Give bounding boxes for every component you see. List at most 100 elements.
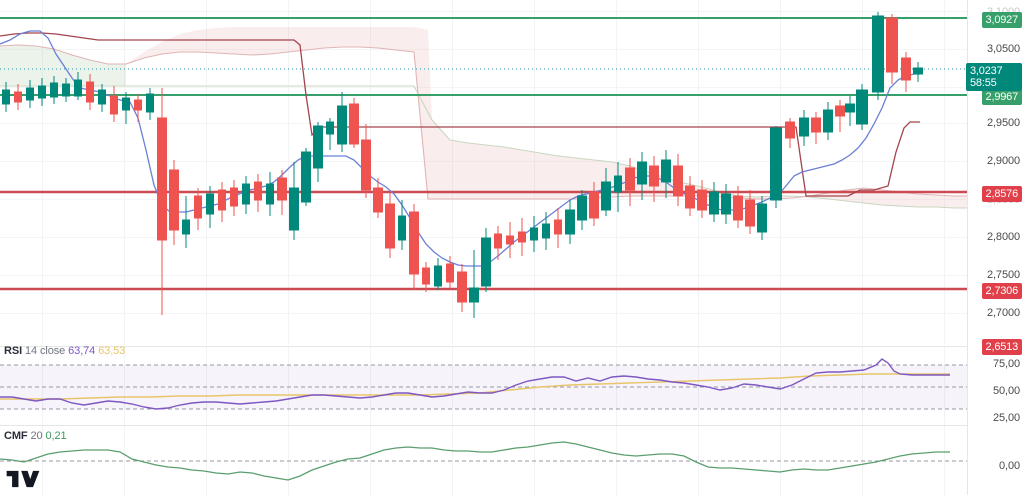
candle [98,84,106,112]
candle [169,160,179,245]
bar-countdown: 58:55 [970,77,997,89]
rsi-legend-ma-value: 63,53 [98,345,126,357]
tradingview-logo[interactable] [6,469,40,489]
candle [446,256,454,288]
rsi-chart-svg [0,347,968,425]
candle [313,122,323,182]
candle [62,78,70,102]
cmf-legend[interactable]: CMF 20 0,21 [4,430,67,442]
price-label-support-lowest[interactable]: 2,6513 [981,339,1022,355]
candle [565,200,575,244]
price-label-support-low[interactable]: 2,7306 [981,283,1022,299]
candle [835,100,845,132]
candle [122,92,130,124]
candle [134,94,142,122]
candle [14,84,22,110]
candle [673,154,683,206]
candle [530,216,538,252]
candle [577,190,587,230]
candle [901,52,911,92]
candle [361,124,371,198]
candle [554,208,562,248]
price-label-support[interactable]: 2,9967 [981,89,1022,105]
candle [637,152,647,200]
rsi-pane[interactable]: RSI 14 close 63,74 63,53 [0,345,968,425]
candle [277,170,287,215]
candle [182,196,190,248]
candle [194,188,202,230]
cmf-chart-svg [0,426,968,496]
candle [266,172,274,216]
price-tick: 2,7000 [986,307,1020,319]
price-tick: 2,8000 [986,231,1020,243]
ichimoku-cloud [0,27,968,209]
candle [230,180,238,216]
candle [373,178,383,218]
rsi-legend-params: 14 close [25,345,66,357]
rsi-tick: 50,00 [992,385,1020,397]
candlesticks [2,12,923,318]
candle [697,180,707,218]
candle [2,82,10,112]
price-scale[interactable]: 3,1000 3,0500 2,9500 2,9000 2,8500 2,800… [966,0,1024,495]
candle [50,76,58,104]
candle [589,182,599,226]
candle [518,218,526,256]
candle [757,196,767,240]
candle [913,62,923,82]
cmf-pane[interactable]: CMF 20 0,21 [0,425,968,496]
candle [74,72,82,100]
cmf-legend-name: CMF [4,430,28,442]
candle [625,158,635,206]
candle [745,190,755,234]
candle [799,110,809,146]
candle [146,88,154,120]
candle [770,126,782,208]
candle [398,200,406,250]
price-label-pivot[interactable]: 2,8576 [981,186,1022,202]
candle [721,184,731,224]
rsi-tick: 25,00 [992,412,1020,424]
candle [157,88,167,315]
rsi-vertical-gridlines [42,347,945,425]
candle [26,80,34,108]
candle [685,176,695,216]
candle [506,222,514,258]
current-price-value: 3,0237 [970,65,1003,77]
rsi-legend-name: RSI [4,345,23,357]
candle [661,150,671,198]
candle [254,174,262,212]
candle [649,156,659,202]
candle [709,182,719,222]
cmf-legend-value: 0,21 [45,430,67,442]
price-label-resistance[interactable]: 3,0927 [981,12,1022,28]
price-tick: 2,7500 [986,269,1020,281]
candle [110,86,118,122]
candle [457,264,467,312]
candle [823,102,833,140]
candle [289,162,299,240]
current-price-label[interactable]: 3,0237 58:55 [966,63,1022,91]
price-chart-svg [0,0,968,345]
candle [845,96,855,126]
candle [733,186,743,228]
candle [886,14,898,84]
cmf-legend-params: 20 [30,430,43,442]
candle [872,12,884,100]
rsi-legend[interactable]: RSI 14 close 63,74 63,53 [4,345,125,357]
candle [385,192,395,258]
price-tick: 2,9000 [986,155,1020,167]
candle [409,204,419,290]
price-pane[interactable] [0,0,968,345]
candle [422,262,430,292]
cmf-tick: 0,00 [998,460,1020,472]
candle [856,84,868,130]
cmf-line [0,441,950,481]
candle [601,168,611,216]
candle [301,148,311,206]
candle [337,92,347,152]
price-tick: 3,0500 [986,43,1020,55]
candle [349,98,359,148]
candle [86,74,94,110]
